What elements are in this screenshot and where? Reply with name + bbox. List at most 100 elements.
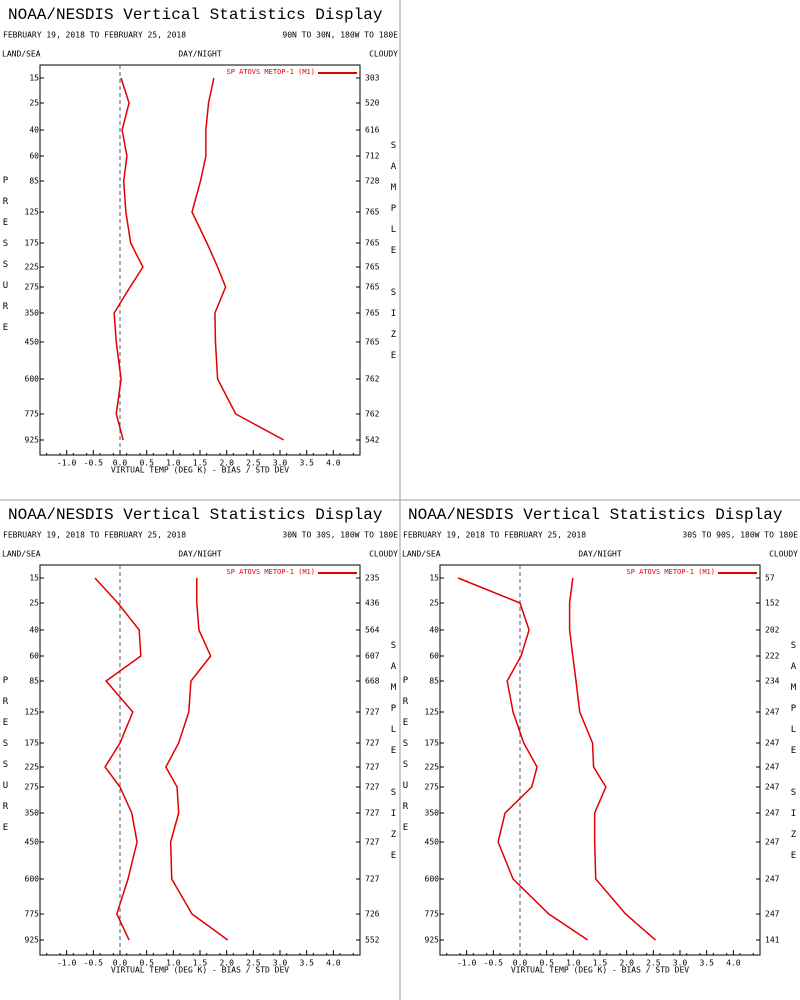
label-left: LAND/SEA xyxy=(2,50,41,59)
chart-title: NOAA/NESDIS Vertical Statistics Display xyxy=(8,6,383,24)
y-tick-label: 60 xyxy=(29,152,39,161)
sample-size: 247 xyxy=(765,838,780,847)
x-tick-label: 2.0 xyxy=(219,459,234,468)
x-tick-label: 2.0 xyxy=(619,959,634,968)
sample-size: 247 xyxy=(765,739,780,748)
x-tick-label: 0.0 xyxy=(513,959,528,968)
sample-size: 235 xyxy=(365,574,380,583)
x-tick-label: 1.5 xyxy=(193,459,208,468)
y-tick-label: 85 xyxy=(29,677,39,686)
y-tick-label: 275 xyxy=(425,783,440,792)
subtitle: FEBRUARY 19, 2018 TO FEBRUARY 25, 2018 xyxy=(403,531,586,540)
y-tick-label: 450 xyxy=(25,838,40,847)
y-tick-label: 350 xyxy=(25,309,40,318)
series-line xyxy=(191,77,285,441)
x-tick-label: 0.0 xyxy=(113,459,128,468)
x-tick-label: 4.0 xyxy=(326,459,341,468)
x-tick-label: 3.5 xyxy=(299,459,314,468)
y-tick-label: 225 xyxy=(25,763,40,772)
y-tick-label: 15 xyxy=(29,74,39,83)
chart-title: NOAA/NESDIS Vertical Statistics Display xyxy=(408,506,783,524)
y-tick-label: 775 xyxy=(425,910,440,919)
x-tick-label: 1.5 xyxy=(593,959,608,968)
sample-size: 152 xyxy=(765,599,780,608)
sample-size: 247 xyxy=(765,809,780,818)
sample-size: 765 xyxy=(365,283,380,292)
sample-size: 520 xyxy=(365,99,380,108)
sample-size: 765 xyxy=(365,208,380,217)
sample-size: 247 xyxy=(765,875,780,884)
sample-size: 552 xyxy=(365,936,380,945)
legend-label: SP ATOVS METOP-1 (M1) xyxy=(226,568,315,576)
sample-size: 765 xyxy=(365,239,380,248)
y-tick-label: 350 xyxy=(425,809,440,818)
y-tick-label: 775 xyxy=(25,410,40,419)
legend-label: SP ATOVS METOP-1 (M1) xyxy=(226,68,315,76)
x-tick-label: 0.5 xyxy=(139,959,154,968)
y-tick-label: 925 xyxy=(25,436,40,445)
region: 30N TO 30S, 180W TO 180E xyxy=(282,531,398,540)
x-tick-label: -1.0 xyxy=(57,959,76,968)
y-tick-label: 25 xyxy=(29,99,39,108)
label-right: CLOUDY xyxy=(369,550,398,559)
label-center: DAY/NIGHT xyxy=(578,550,622,559)
sample-size: 247 xyxy=(765,763,780,772)
y-tick-label: 40 xyxy=(29,126,39,135)
x-axis-label: VIRTUAL TEMP (DEG K) - BIAS / STD DEV xyxy=(111,966,289,975)
y-tick-label: 15 xyxy=(29,574,39,583)
y-tick-label: 600 xyxy=(25,375,40,384)
y-axis-label: PRESSURE xyxy=(401,676,411,844)
x-tick-label: -1.0 xyxy=(57,459,76,468)
label-left: LAND/SEA xyxy=(402,550,441,559)
sample-size: 564 xyxy=(365,626,380,635)
sample-size: 607 xyxy=(365,652,380,661)
y-tick-label: 275 xyxy=(25,783,40,792)
subtitle: FEBRUARY 19, 2018 TO FEBRUARY 25, 2018 xyxy=(3,531,186,540)
label-right: CLOUDY xyxy=(369,50,398,59)
y-tick-label: 60 xyxy=(429,652,439,661)
x-tick-label: 4.0 xyxy=(726,959,741,968)
y-tick-label: 225 xyxy=(25,263,40,272)
y-tick-label: 40 xyxy=(429,626,439,635)
sample-size: 727 xyxy=(365,708,380,717)
sample-size: 727 xyxy=(365,838,380,847)
y-tick-label: 775 xyxy=(25,910,40,919)
x-tick-label: 1.5 xyxy=(193,959,208,968)
x-tick-label: 1.0 xyxy=(166,959,181,968)
y-tick-label: 125 xyxy=(25,208,40,217)
series-line xyxy=(165,578,229,941)
sample-size: 436 xyxy=(365,599,380,608)
x-tick-label: 2.5 xyxy=(246,459,261,468)
chart-title: NOAA/NESDIS Vertical Statistics Display xyxy=(8,506,383,524)
y-tick-label: 600 xyxy=(425,875,440,884)
y-tick-label: 25 xyxy=(429,599,439,608)
x-tick-label: 3.5 xyxy=(699,959,714,968)
sample-size: 616 xyxy=(365,126,380,135)
y-axis-label: PRESSURE xyxy=(1,676,11,844)
sample-size: 765 xyxy=(365,263,380,272)
label-center: DAY/NIGHT xyxy=(178,550,222,559)
x-tick-label: 3.5 xyxy=(299,959,314,968)
x-tick-label: 0.0 xyxy=(113,959,128,968)
sample-size: 303 xyxy=(365,74,380,83)
legend-label: SP ATOVS METOP-1 (M1) xyxy=(626,568,715,576)
sample-size: 762 xyxy=(365,410,380,419)
x-tick-label: 4.0 xyxy=(326,959,341,968)
x-tick-label: 0.5 xyxy=(139,459,154,468)
y-tick-label: 125 xyxy=(25,708,40,717)
sample-size: 727 xyxy=(365,763,380,772)
x-tick-label: 1.0 xyxy=(566,959,581,968)
label-left: LAND/SEA xyxy=(2,550,41,559)
y-tick-label: 175 xyxy=(25,739,40,748)
label-center: DAY/NIGHT xyxy=(178,50,222,59)
x-tick-label: -0.5 xyxy=(484,959,503,968)
y2-axis-label: SAMPLE SIZE xyxy=(389,141,399,372)
sample-size: 765 xyxy=(365,338,380,347)
y-tick-label: 600 xyxy=(25,875,40,884)
x-tick-label: 3.0 xyxy=(273,459,288,468)
sample-size: 765 xyxy=(365,309,380,318)
y-tick-label: 25 xyxy=(29,599,39,608)
x-tick-label: 1.0 xyxy=(166,459,181,468)
x-tick-label: -1.0 xyxy=(457,959,476,968)
